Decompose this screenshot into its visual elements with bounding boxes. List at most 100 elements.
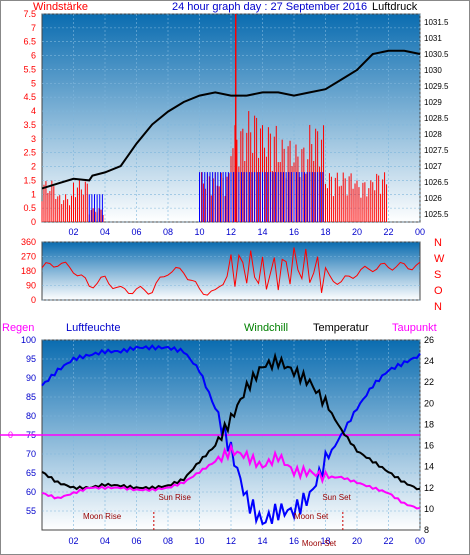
wind-axis-title: Windstärke xyxy=(33,1,88,13)
humidity-tick-label: 95 xyxy=(26,354,36,364)
time-tick-label: 18 xyxy=(320,536,330,546)
legend-windchill: Windchill xyxy=(244,322,288,334)
pressure-tick-label: 1029 xyxy=(424,98,442,107)
wind-tick-label: 4.5 xyxy=(23,92,36,102)
time-tick-label: 14 xyxy=(257,227,267,237)
temperature-tick-label: 10 xyxy=(424,504,434,514)
time-tick-label: 14 xyxy=(257,536,267,546)
time-tick-label: 00 xyxy=(415,227,425,237)
astro-annotation: Sun Rise xyxy=(159,493,192,502)
time-tick-label: 18 xyxy=(320,227,330,237)
wind-tick-label: 5.5 xyxy=(23,64,36,74)
time-tick-label: 16 xyxy=(289,536,299,546)
pressure-tick-label: 1030.5 xyxy=(424,50,449,59)
direction-tick-label: 360 xyxy=(21,237,36,247)
wind-tick-label: 2.5 xyxy=(23,148,36,158)
temperature-tick-label: 20 xyxy=(424,398,434,408)
wind-tick-label: 3 xyxy=(31,134,36,144)
humidity-line xyxy=(41,344,421,526)
time-tick-label: 12 xyxy=(226,536,236,546)
wind-tick-label: 7 xyxy=(31,23,36,33)
legend-temperatur: Temperatur xyxy=(313,322,369,334)
compass-label: N xyxy=(434,301,442,313)
pressure-tick-label: 1025.5 xyxy=(424,210,449,219)
wind-tick-label: 1.5 xyxy=(23,175,36,185)
humidity-tick-label: 100 xyxy=(21,335,36,345)
temperature-tick-label: 12 xyxy=(424,483,434,493)
time-tick-label: 08 xyxy=(163,536,173,546)
temperature-tick-label: 14 xyxy=(424,462,434,472)
compass-label: N xyxy=(434,237,442,249)
humidity-tick-label: 65 xyxy=(26,468,36,478)
temperature-tick-label: 22 xyxy=(424,377,434,387)
compass-label: S xyxy=(434,269,441,281)
time-tick-label: 16 xyxy=(289,227,299,237)
astro-annotation: Sun Set xyxy=(322,493,351,502)
astro-annotation: Moon Set xyxy=(294,512,329,521)
wind-tick-label: 6 xyxy=(31,51,36,61)
time-tick-label: 04 xyxy=(100,227,110,237)
pressure-tick-label: 1026 xyxy=(424,194,442,203)
direction-tick-label: 270 xyxy=(21,252,36,262)
wind-tick-label: 0 xyxy=(31,217,36,227)
pressure-tick-label: 1027.5 xyxy=(424,146,449,155)
humidity-tick-label: 80 xyxy=(26,411,36,421)
pressure-tick-label: 1031.5 xyxy=(424,18,449,27)
pressure-tick-label: 1028 xyxy=(424,130,442,139)
temperature-tick-label: 26 xyxy=(424,335,434,345)
time-tick-label: 10 xyxy=(194,536,204,546)
humidity-tick-label: 70 xyxy=(26,449,36,459)
temperature-tick-label: 16 xyxy=(424,441,434,451)
wind-tick-label: 4 xyxy=(31,106,36,116)
temperature-tick-label: 18 xyxy=(424,419,434,429)
temperature-line xyxy=(41,351,421,491)
wind-tick-label: 0.5 xyxy=(23,203,36,213)
dewpoint-line xyxy=(41,442,421,510)
wind-tick-label: 7.5 xyxy=(23,9,36,19)
pressure-tick-label: 1031 xyxy=(424,34,442,43)
wind-tick-label: 5 xyxy=(31,78,36,88)
pressure-tick-label: 1027 xyxy=(424,162,442,171)
pressure-axis-title: Luftdruck xyxy=(372,1,418,13)
wind-direction-line xyxy=(41,247,421,296)
temperature-tick-label: 8 xyxy=(424,525,429,535)
time-tick-label: 06 xyxy=(131,536,141,546)
compass-label: W xyxy=(434,253,445,265)
wind-tick-label: 6.5 xyxy=(23,37,36,47)
direction-tick-label: 90 xyxy=(26,281,36,291)
astro-annotation: Moon Set xyxy=(302,539,337,548)
pressure-tick-label: 1029.5 xyxy=(424,82,449,91)
pressure-tick-label: 1028.5 xyxy=(424,114,449,123)
chart-title: 24 hour graph day : 27 September 2016 xyxy=(172,1,367,13)
wind-tick-label: 1 xyxy=(31,189,36,199)
time-tick-label: 06 xyxy=(131,227,141,237)
legend-regen: Regen xyxy=(2,322,34,334)
time-tick-label: 08 xyxy=(163,227,173,237)
time-tick-label: 10 xyxy=(194,227,204,237)
time-tick-label: 04 xyxy=(100,536,110,546)
pressure-line xyxy=(41,49,421,190)
time-tick-label: 12 xyxy=(226,227,236,237)
time-tick-label: 20 xyxy=(352,536,362,546)
temperature-tick-label: 24 xyxy=(424,356,434,366)
direction-tick-label: 180 xyxy=(21,266,36,276)
time-tick-label: 22 xyxy=(383,536,393,546)
time-tick-label: 02 xyxy=(68,227,78,237)
astro-annotation: Moon Rise xyxy=(83,512,122,521)
humidity-tick-label: 90 xyxy=(26,373,36,383)
humidity-tick-label: 55 xyxy=(26,506,36,516)
time-tick-label: 02 xyxy=(68,536,78,546)
legend-taupunkt: Taupunkt xyxy=(392,322,437,334)
humidity-tick-label: 60 xyxy=(26,487,36,497)
time-tick-label: 22 xyxy=(383,227,393,237)
wind-tick-label: 2 xyxy=(31,162,36,172)
compass-label: O xyxy=(434,285,443,297)
direction-tick-label: 0 xyxy=(31,295,36,305)
time-tick-label: 00 xyxy=(415,536,425,546)
wind-tick-label: 3.5 xyxy=(23,120,36,130)
legend-luftfeuchte: Luftfeuchte xyxy=(66,322,120,334)
pressure-tick-label: 1026.5 xyxy=(424,178,449,187)
humidity-tick-label: 85 xyxy=(26,392,36,402)
time-tick-label: 20 xyxy=(352,227,362,237)
